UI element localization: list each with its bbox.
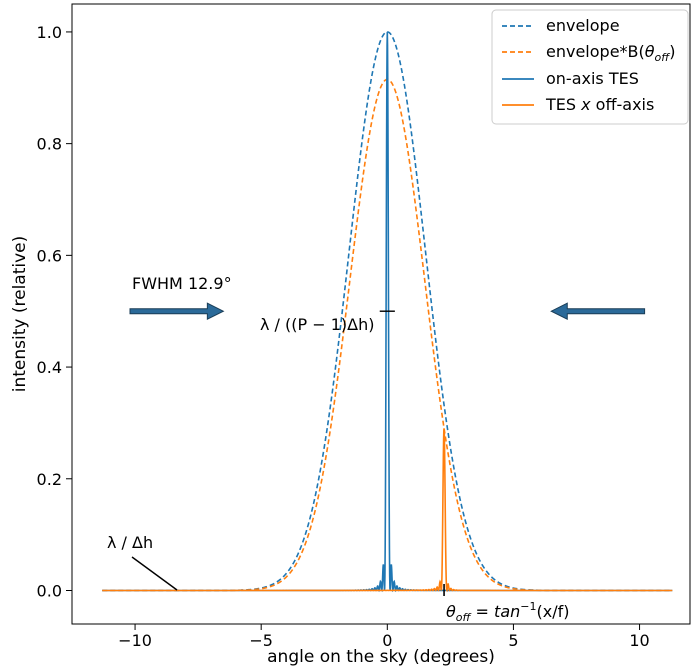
y-axis-label: intensity (relative) [10, 236, 30, 393]
arrow-shape [129, 302, 225, 321]
axis-ticks: −10 −5 0 5 10 0.0 0.2 0.4 0.6 0.8 1.0 [37, 23, 650, 650]
plot-curves [102, 31, 673, 593]
legend-label: on-axis TES [546, 69, 639, 88]
y-tick-label: 0.0 [37, 581, 62, 600]
x-tick-label: 10 [629, 631, 649, 650]
annotations: FWHM 12.9° λ / Δh λ / ((P − 1)Δh) θoff = ta… [107, 274, 569, 624]
y-tick-label: 0.4 [37, 358, 62, 377]
fwhm-arrow-left [550, 302, 646, 321]
theta-superscript: −1 [520, 600, 536, 613]
theta-off-label: θoff = tan−1(x/f) [446, 600, 569, 624]
legend-label-part: TES [545, 95, 581, 114]
legend-box [491, 9, 689, 125]
lambda-pdh-label: λ / ((P − 1)Δh) [260, 315, 375, 334]
legend-label-tail: off-axis [591, 95, 655, 114]
plot-frame [71, 3, 691, 625]
series-tes-x-off-axis [102, 428, 673, 593]
y-tick-label: 1.0 [37, 23, 62, 42]
legend-label-math: θ [645, 42, 655, 61]
y-tick-label: 0.8 [37, 135, 62, 154]
x-tick-label: 5 [508, 631, 518, 650]
legend-label-tail: ) [669, 42, 675, 61]
theta-subscript: off [456, 611, 472, 624]
legend-label-sub: off [655, 51, 671, 64]
fwhm-arrow-right [129, 302, 225, 321]
x-tick-label: 0 [382, 631, 392, 650]
y-tick-label: 0.2 [37, 470, 62, 489]
y-tick-label: 0.6 [37, 246, 62, 265]
legend: envelope envelope*B(θoff) on-axis TES TES x… [491, 9, 689, 125]
legend-label: TES x off-axis [545, 95, 654, 114]
arrow-shape [550, 302, 646, 321]
theta-tail: (x/f) [536, 602, 569, 621]
fwhm-label: FWHM 12.9° [132, 274, 232, 293]
theta-equals: = tan [470, 602, 520, 621]
theta-symbol: θ [446, 602, 456, 621]
legend-label: envelope*B(θoff) [546, 42, 675, 64]
x-axis-label: angle on the sky (degrees) [267, 647, 495, 667]
fwhm-arrows [129, 302, 646, 321]
lambda-dh-pointer [131, 556, 178, 591]
legend-label-part: envelope*B( [546, 42, 645, 61]
legend-label: envelope [546, 16, 620, 35]
x-tick-label: −10 [118, 631, 152, 650]
legend-label-math: x [580, 95, 591, 114]
x-tick-label: −5 [249, 631, 273, 650]
lambda-dh-label: λ / Δh [107, 533, 153, 552]
